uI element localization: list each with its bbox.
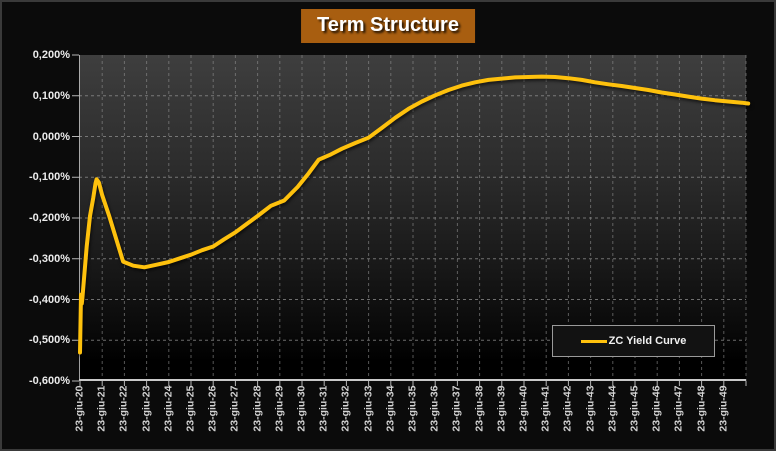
y-axis-label: -0,500% [29,334,70,347]
x-axis-label: 23-giu-28 [251,385,264,432]
x-axis-label: 23-giu-43 [584,385,597,432]
x-axis-label: 23-giu-46 [650,385,663,432]
y-axis-label: -0,200% [29,212,70,224]
x-axis-label: 23-giu-25 [184,385,197,432]
x-axis-label: 23-giu-24 [162,385,175,432]
x-axis-label: 23-giu-33 [362,385,375,432]
x-axis-label: 23-giu-36 [428,385,441,432]
x-axis-label: 23-giu-45 [628,385,641,432]
x-axis-label: 23-giu-38 [473,385,486,432]
x-axis-label: 23-giu-41 [539,385,552,432]
chart-title-text: Term Structure [317,14,459,36]
y-axis-label: 0,200% [32,49,70,61]
x-axis-label: 23-giu-30 [295,385,308,432]
legend-line-swatch [580,339,607,343]
y-axis-label: 0,000% [32,130,70,143]
legend-label: ZC Yield Curve [608,335,687,347]
x-axis-label: 23-giu-22 [117,385,130,432]
x-axis-label: 23-giu-29 [273,385,286,432]
y-axis-label: -0,600% [29,375,70,387]
y-axis-label: 0,100% [32,89,70,102]
x-axis-label: 23-giu-44 [606,385,619,432]
x-axis-label: 23-giu-21 [95,385,108,432]
plot-area [72,54,751,386]
x-axis-label: 23-giu-27 [228,385,241,432]
x-axis-label: 23-giu-32 [339,385,352,432]
chart-title: Term Structure [301,9,475,43]
x-axis-label: 23-giu-49 [717,385,730,432]
x-axis-label: 23-giu-47 [672,385,685,432]
y-axis-label: -0,400% [29,293,70,306]
x-axis-label: 23-giu-31 [317,385,330,432]
y-axis-label: -0,100% [29,171,70,184]
zc-yield-curve-series [78,74,751,355]
x-axis-label: 23-giu-34 [384,385,397,432]
y-axis-label: -0,300% [29,252,70,265]
x-axis-label: 23-giu-42 [561,385,574,432]
x-axis-label: 23-giu-26 [206,385,219,432]
x-axis-label: 23-giu-23 [140,385,153,432]
x-axis-label: 23-giu-35 [406,385,419,432]
x-axis-label: 23-giu-48 [695,385,708,432]
x-axis-label: 23-giu-39 [495,385,508,432]
legend: ZC Yield Curve [552,325,715,357]
x-axis-label: 23-giu-20 [73,385,86,432]
x-axis-label: 23-giu-37 [450,385,463,432]
x-axis-label: 23-giu-40 [517,385,530,432]
